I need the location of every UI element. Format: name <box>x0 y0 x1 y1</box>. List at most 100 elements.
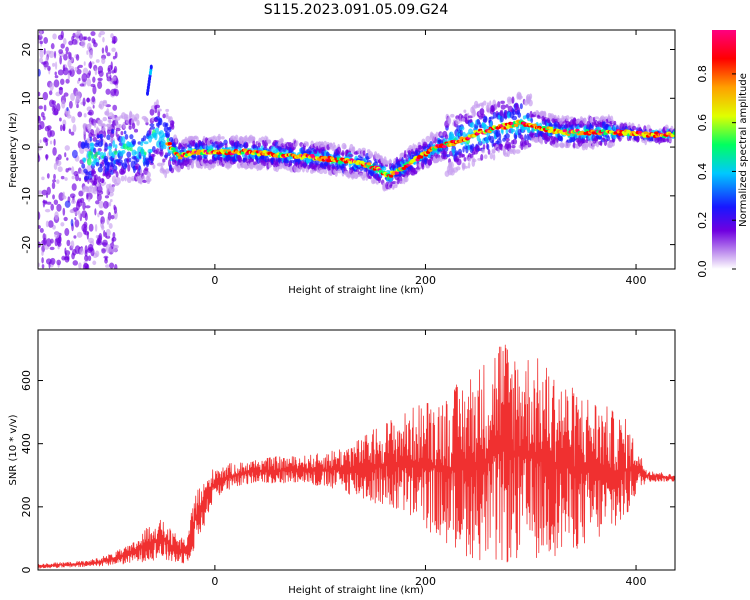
spectrogram-noise-cell <box>104 256 108 261</box>
spectrogram-noise-cell <box>83 113 87 118</box>
spectrogram-cell <box>365 177 368 181</box>
spectrogram-noise-cell <box>95 234 99 239</box>
spectrogram-noise-cell <box>76 68 82 75</box>
spectrogram-cell <box>505 137 510 142</box>
spectrogram-noise-cell <box>60 175 65 180</box>
spectrogram-noise-cell <box>82 201 86 211</box>
spectrogram-noise-cell <box>63 92 69 97</box>
spectrogram-noise-cell <box>76 80 80 84</box>
spectrogram-cell <box>584 142 590 148</box>
spectrogram-cell <box>487 148 491 155</box>
spectrogram-cell <box>128 125 132 130</box>
spectrogram-cell <box>492 153 496 161</box>
spectrogram-noise-cell <box>74 67 78 72</box>
spectrogram-cell <box>157 109 161 118</box>
spectrogram-cell <box>570 124 575 131</box>
spectrogram-noise-cell <box>75 98 78 106</box>
spectrogram-cell <box>169 120 175 126</box>
spectrogram-cell <box>94 174 98 181</box>
spectrogram-cell <box>170 167 175 174</box>
spectrogram-noise-cell <box>38 154 41 163</box>
spectrogram-noise-cell <box>83 61 86 66</box>
spectrogram-noise-cell <box>74 32 81 37</box>
spectrogram-cell <box>529 93 533 100</box>
spectrogram-noise-cell <box>80 39 86 48</box>
spectrogram-ridge-cell <box>458 139 463 143</box>
spectrogram-ridge-cell <box>672 131 675 135</box>
spectrogram-cell <box>455 118 461 125</box>
spectrogram-cell <box>455 166 461 171</box>
spectrogram-cell <box>154 127 160 133</box>
spectrogram-noise-cell <box>59 117 62 122</box>
spectrogram-cell <box>484 116 488 121</box>
spectrogram-noise-cell <box>78 262 82 269</box>
spectrogram-noise-cell <box>65 51 69 55</box>
snr-xtick-label: 0 <box>211 575 218 588</box>
spectrogram-cell <box>208 159 214 165</box>
spectrogram-cell <box>444 134 449 140</box>
spectrogram-cell <box>162 158 166 163</box>
spectrogram-cell <box>362 150 366 156</box>
spectrogram-cell <box>498 133 502 140</box>
spectrogram-cell <box>555 142 560 148</box>
spectrogram-noise-cell <box>78 190 84 197</box>
spectrogram-noise-cell <box>56 203 62 212</box>
spectrogram-cell <box>142 179 148 183</box>
spectrogram-noise-cell <box>75 54 80 61</box>
spectrogram-noise-cell <box>97 65 104 74</box>
spectrogram-noise-cell <box>102 200 109 209</box>
spectrogram-noise-cell <box>78 210 81 219</box>
spectrogram-noise-cell <box>64 200 71 208</box>
spectrogram-noise-cell <box>83 36 88 41</box>
spectrogram-cell <box>348 153 354 158</box>
spectrogram-cell <box>152 164 156 169</box>
spectrogram-cell <box>478 138 482 144</box>
spectrogram-noise-cell <box>45 50 52 55</box>
spectrogram-noise-cell <box>50 43 55 50</box>
spectrogram-cell <box>97 176 101 184</box>
spectrogram-noise-cell <box>95 59 100 63</box>
spectrogram-noise-cell <box>94 223 98 232</box>
spectrogram-cell <box>501 128 504 135</box>
spectrogram-noise-cell <box>109 199 113 203</box>
spectrogram-noise-cell <box>63 37 67 45</box>
spectrogram-ridge-cell <box>401 166 406 171</box>
snr-ytick-label: 0 <box>20 567 33 574</box>
spectrogram-noise-cell <box>53 138 56 146</box>
spectrogram-cell <box>93 170 97 174</box>
spectrogram-noise-cell <box>47 220 54 228</box>
spectrogram-cell <box>560 135 564 142</box>
spectrogram-noise-cell <box>79 197 85 204</box>
spectrogram-cell <box>120 131 124 136</box>
spectrogram-noise-cell <box>84 254 89 262</box>
spectrogram-cell <box>314 159 320 166</box>
spectrogram-cell <box>389 159 392 164</box>
spectrogram-cell <box>527 142 532 148</box>
spectrogram-cell <box>476 104 481 108</box>
spectrogram-cell <box>594 116 600 120</box>
spectrogram-noise-cell <box>94 208 97 216</box>
spectrogram-noise-cell <box>104 232 108 238</box>
spectrogram-noise-cell <box>102 36 105 43</box>
spectrogram-noise-cell <box>92 85 97 95</box>
spectrogram-cell <box>435 131 439 140</box>
spectrogram-cell <box>112 169 117 174</box>
spectrogram-cell <box>220 136 225 140</box>
spectrogram-cell <box>111 114 115 121</box>
spectrogram-ridge-cell <box>394 171 400 175</box>
spectrogram-cell <box>140 141 144 147</box>
spectrogram-cell <box>142 135 147 142</box>
spectrogram-cell <box>159 117 162 123</box>
spectrogram-noise-cell <box>39 227 44 233</box>
spectrogram-cell <box>196 136 199 142</box>
spectrogram-noise-cell <box>50 203 55 211</box>
spectrogram-noise-cell <box>65 168 69 173</box>
spectrogram-noise-cell <box>57 241 62 247</box>
spectrogram-noise-cell <box>52 147 57 156</box>
spectrogram-noise-cell <box>85 205 91 209</box>
spectrogram-cell <box>490 120 493 127</box>
spectrogram-cell <box>607 116 611 120</box>
spectrogram-noise-cell <box>72 260 79 266</box>
spectrogram-cell <box>399 180 404 185</box>
spectrogram-cell <box>109 169 115 175</box>
